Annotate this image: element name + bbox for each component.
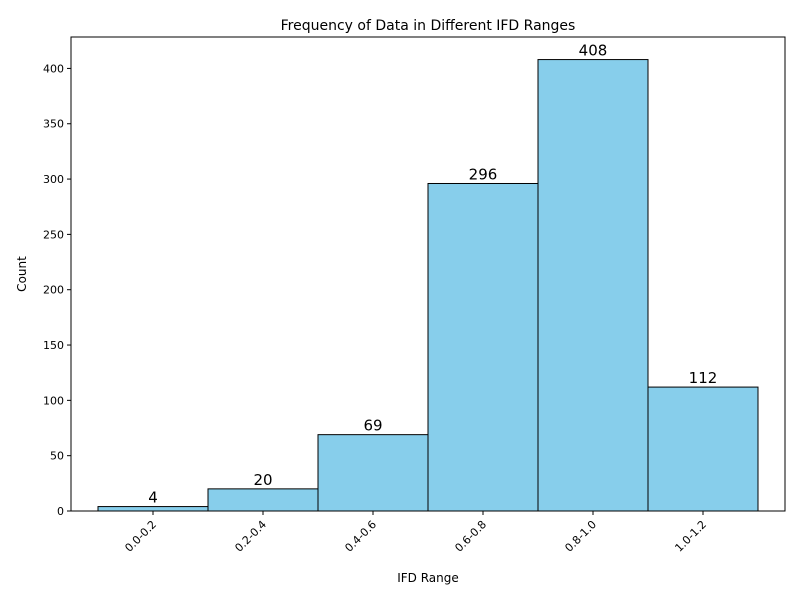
- bar-0.4-0.6: [317, 434, 429, 512]
- y-tick-label-50: 50: [50, 450, 64, 463]
- plot-frame: [70, 36, 786, 512]
- x-axis-label: IFD Range: [397, 571, 459, 585]
- y-tick-label-350: 350: [43, 118, 64, 131]
- bar-0.6-0.8: [427, 182, 539, 512]
- value-label-0.6-0.8: 296: [469, 165, 498, 183]
- value-labels: 4 20 69 296 408 112: [148, 42, 717, 507]
- y-tick-label-200: 200: [43, 284, 64, 297]
- y-axis: 0 50 100 150 200 250 300 350 400: [43, 62, 71, 518]
- y-tick-label-250: 250: [43, 228, 64, 241]
- y-tick-label-100: 100: [43, 394, 64, 407]
- bar-0.2-0.4: [207, 488, 319, 512]
- x-tick-label-0.4-0.6: 0.4-0.6: [342, 518, 379, 555]
- bar-0.8-1.0: [537, 59, 649, 512]
- value-label-0.8-1.0: 408: [579, 42, 608, 60]
- x-tick-label-0.8-1.0: 0.8-1.0: [562, 518, 599, 555]
- x-axis: 0.0-0.2 0.2-0.4 0.4-0.6 0.6-0.8 0.8-1.0 1.0-1…: [122, 511, 709, 555]
- value-label-0.2-0.4: 20: [253, 471, 272, 489]
- bar-0.0-0.2: [97, 506, 209, 512]
- value-label-1.0-1.2: 112: [689, 369, 718, 387]
- chart-title: Frequency of Data in Different IFD Range…: [281, 18, 576, 34]
- bar-1.0-1.2: [647, 386, 759, 512]
- y-tick-label-400: 400: [43, 62, 64, 75]
- x-tick-label-1.0-1.2: 1.0-1.2: [672, 518, 709, 555]
- x-tick-label-0.0-0.2: 0.0-0.2: [122, 518, 159, 555]
- bars: [97, 59, 759, 512]
- value-label-0.0-0.2: 4: [148, 489, 158, 507]
- y-tick-label-300: 300: [43, 173, 64, 186]
- y-tick-label-0: 0: [57, 505, 64, 518]
- value-label-0.4-0.6: 69: [363, 417, 382, 435]
- y-tick-label-150: 150: [43, 339, 64, 352]
- x-tick-label-0.6-0.8: 0.6-0.8: [452, 518, 489, 555]
- x-tick-label-0.2-0.4: 0.2-0.4: [232, 518, 269, 555]
- y-axis-label: Count: [15, 256, 29, 292]
